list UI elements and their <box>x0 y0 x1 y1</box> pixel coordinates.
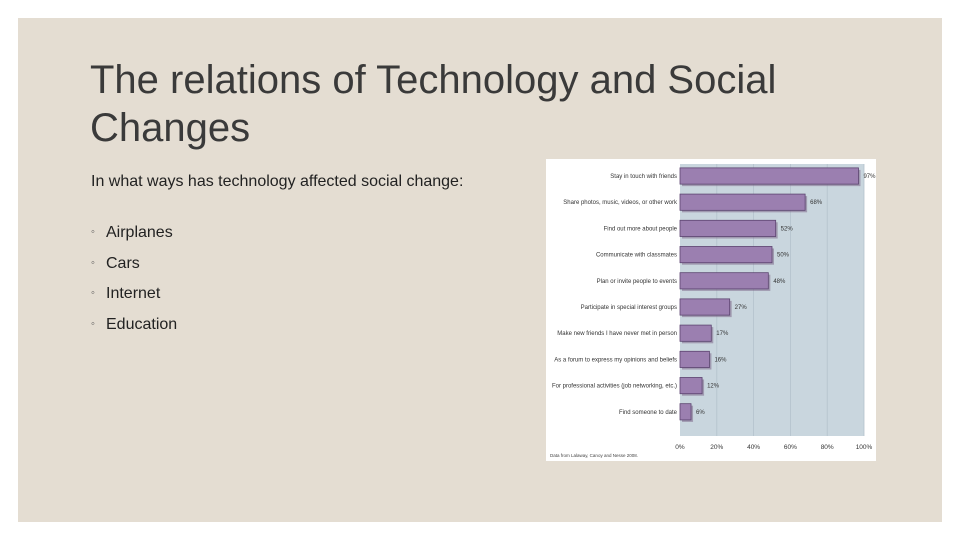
category-label: Find out more about people <box>604 226 678 232</box>
chart-image: 0% 20% 40% 60% 80% 100% Stay in touch with fri… <box>546 159 876 461</box>
bar <box>679 272 769 290</box>
category-label: Participate in special interest groups <box>581 305 677 311</box>
bar <box>679 298 731 316</box>
intro-text: In what ways has technology affected soc… <box>91 173 464 190</box>
bullet-item: ◦ Airplanes <box>91 222 177 253</box>
slide: The relations of Technology and Social C… <box>18 18 942 522</box>
source-note: Data from Lalaway, Canoy and Nesse 2008. <box>550 453 638 458</box>
bar <box>679 167 859 185</box>
bullet-list: ◦ Airplanes ◦ Cars ◦ Internet ◦ Education <box>91 222 177 344</box>
bar <box>679 350 710 368</box>
value-label: 16% <box>714 357 727 363</box>
bullet-marker: ◦ <box>91 226 95 238</box>
bullet-item: ◦ Internet <box>91 283 177 314</box>
bar <box>679 377 703 395</box>
category-label: Plan or invite people to events <box>597 279 677 285</box>
x-tick-label: 100% <box>856 444 873 451</box>
bullet-marker: ◦ <box>91 317 95 330</box>
category-label: For professional activities (job network… <box>552 384 677 390</box>
bullet-marker: ◦ <box>91 287 95 300</box>
bar <box>679 193 806 211</box>
bar <box>679 324 712 342</box>
bar <box>679 219 777 237</box>
bullet-text: Education <box>106 315 178 333</box>
category-label: Make new friends I have never met in per… <box>557 331 677 337</box>
value-label: 68% <box>810 200 823 206</box>
bullet-item: ◦ Education <box>91 314 177 345</box>
category-label: Find someone to date <box>619 410 678 416</box>
bar <box>679 403 692 421</box>
value-label: 27% <box>735 305 748 311</box>
bar <box>679 246 773 264</box>
x-tick-label: 0% <box>675 444 685 451</box>
slide-title: The relations of Technology and Social C… <box>90 58 777 150</box>
bullet-marker: ◦ <box>91 256 95 269</box>
value-label: 52% <box>781 226 794 232</box>
value-label: 12% <box>707 384 720 390</box>
value-label: 97% <box>863 174 876 180</box>
x-tick-label: 60% <box>784 444 797 451</box>
bullet-item: ◦ Cars <box>91 253 177 284</box>
x-tick-label: 80% <box>821 444 834 451</box>
bullet-text: Cars <box>106 254 140 272</box>
x-tick-label: 40% <box>747 444 760 451</box>
x-tick-label: 20% <box>710 444 723 451</box>
value-label: 50% <box>777 253 790 259</box>
bullet-text: Internet <box>106 285 161 303</box>
category-label: Communicate with classmates <box>596 253 677 259</box>
value-label: 6% <box>696 410 705 416</box>
category-label: Stay in touch with friends <box>610 174 677 180</box>
value-label: 48% <box>773 279 786 285</box>
value-label: 17% <box>716 331 729 337</box>
bar-chart: 0% 20% 40% 60% 80% 100% Stay in touch with fri… <box>550 164 876 458</box>
category-label: Share photos, music, videos, or other wo… <box>563 200 678 206</box>
category-label: As a forum to express my opinions and be… <box>554 357 677 363</box>
bullet-text: Airplanes <box>106 224 173 241</box>
